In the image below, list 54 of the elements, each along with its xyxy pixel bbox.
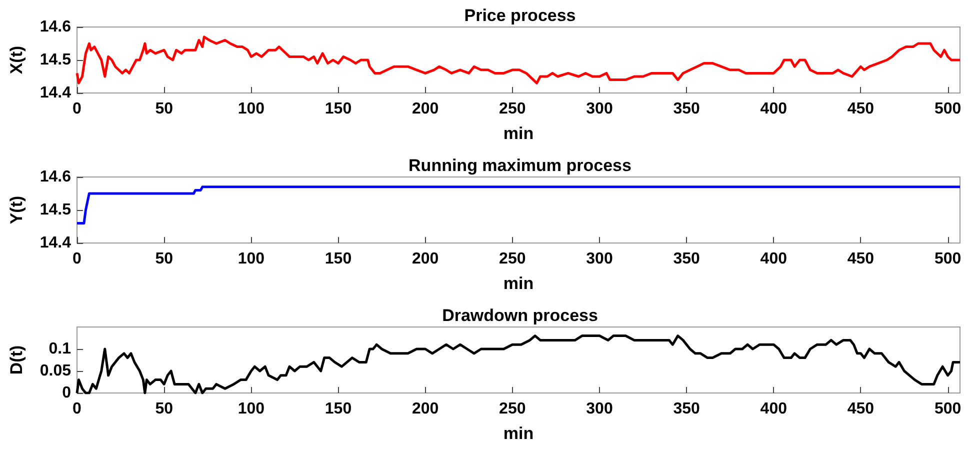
y-tick-label: 0.1 bbox=[48, 340, 72, 358]
y-tick-label: 0 bbox=[62, 384, 72, 402]
line-series bbox=[76, 36, 962, 84]
x-tick-label: 400 bbox=[760, 100, 788, 118]
y-tick-label: 14.4 bbox=[40, 84, 72, 102]
x-tick-label: 0 bbox=[72, 100, 82, 118]
x-axis-title: min bbox=[503, 274, 534, 293]
y-tick-label: 14.5 bbox=[40, 202, 72, 218]
y-tick-label: 14.4 bbox=[40, 234, 72, 252]
y-tick-label: 14.6 bbox=[40, 168, 72, 186]
x-tick-label: 250 bbox=[499, 400, 526, 418]
x-tick-label: 500 bbox=[934, 400, 962, 418]
x-tick-label: 350 bbox=[673, 100, 700, 118]
x-tick-label: 500 bbox=[934, 250, 962, 268]
x-tick-label: 200 bbox=[412, 100, 439, 118]
x-tick-label: 150 bbox=[324, 400, 352, 418]
x-tick-label: 300 bbox=[586, 250, 613, 268]
y-axis-title: D(t) bbox=[7, 345, 26, 375]
x-tick-label: 250 bbox=[499, 100, 526, 118]
x-tick-label: 100 bbox=[238, 400, 265, 418]
x-tick-label: 200 bbox=[412, 250, 439, 268]
x-tick-label: 50 bbox=[155, 250, 174, 268]
y-axis-title: X(t) bbox=[7, 46, 26, 74]
x-tick-label: 500 bbox=[934, 100, 962, 118]
x-tick-label: 300 bbox=[586, 400, 613, 418]
chart-title: Drawdown process bbox=[442, 306, 598, 325]
x-tick-label: 50 bbox=[155, 400, 174, 418]
x-tick-label: 0 bbox=[72, 250, 82, 268]
x-tick-label: 450 bbox=[847, 100, 874, 118]
x-tick-label: 350 bbox=[673, 250, 700, 268]
y-tick-label: 14.5 bbox=[40, 52, 72, 68]
x-axis-title: min bbox=[503, 424, 534, 443]
x-tick-label: 350 bbox=[673, 400, 700, 418]
x-tick-label: 450 bbox=[847, 250, 874, 268]
x-tick-label: 0 bbox=[72, 400, 82, 418]
line-series bbox=[76, 186, 962, 224]
x-tick-label: 50 bbox=[155, 100, 174, 118]
x-tick-label: 400 bbox=[760, 400, 788, 418]
x-tick-label: 400 bbox=[760, 250, 788, 268]
chart-title: Price process bbox=[464, 6, 576, 25]
x-tick-label: 250 bbox=[499, 250, 526, 268]
x-tick-label: 100 bbox=[238, 100, 265, 118]
line-series bbox=[76, 334, 962, 394]
x-tick-label: 150 bbox=[324, 250, 352, 268]
x-tick-label: 100 bbox=[238, 250, 265, 268]
x-tick-label: 150 bbox=[324, 100, 352, 118]
y-axis-title: Y(t) bbox=[7, 196, 26, 224]
x-axis-title: min bbox=[503, 124, 534, 143]
chart-title: Running maximum process bbox=[408, 156, 632, 175]
x-tick-label: 300 bbox=[586, 100, 613, 118]
x-tick-label: 450 bbox=[847, 400, 874, 418]
x-tick-label: 200 bbox=[412, 400, 439, 418]
y-tick-label: 14.6 bbox=[40, 18, 72, 36]
y-tick-label: 0.05 bbox=[40, 362, 72, 380]
